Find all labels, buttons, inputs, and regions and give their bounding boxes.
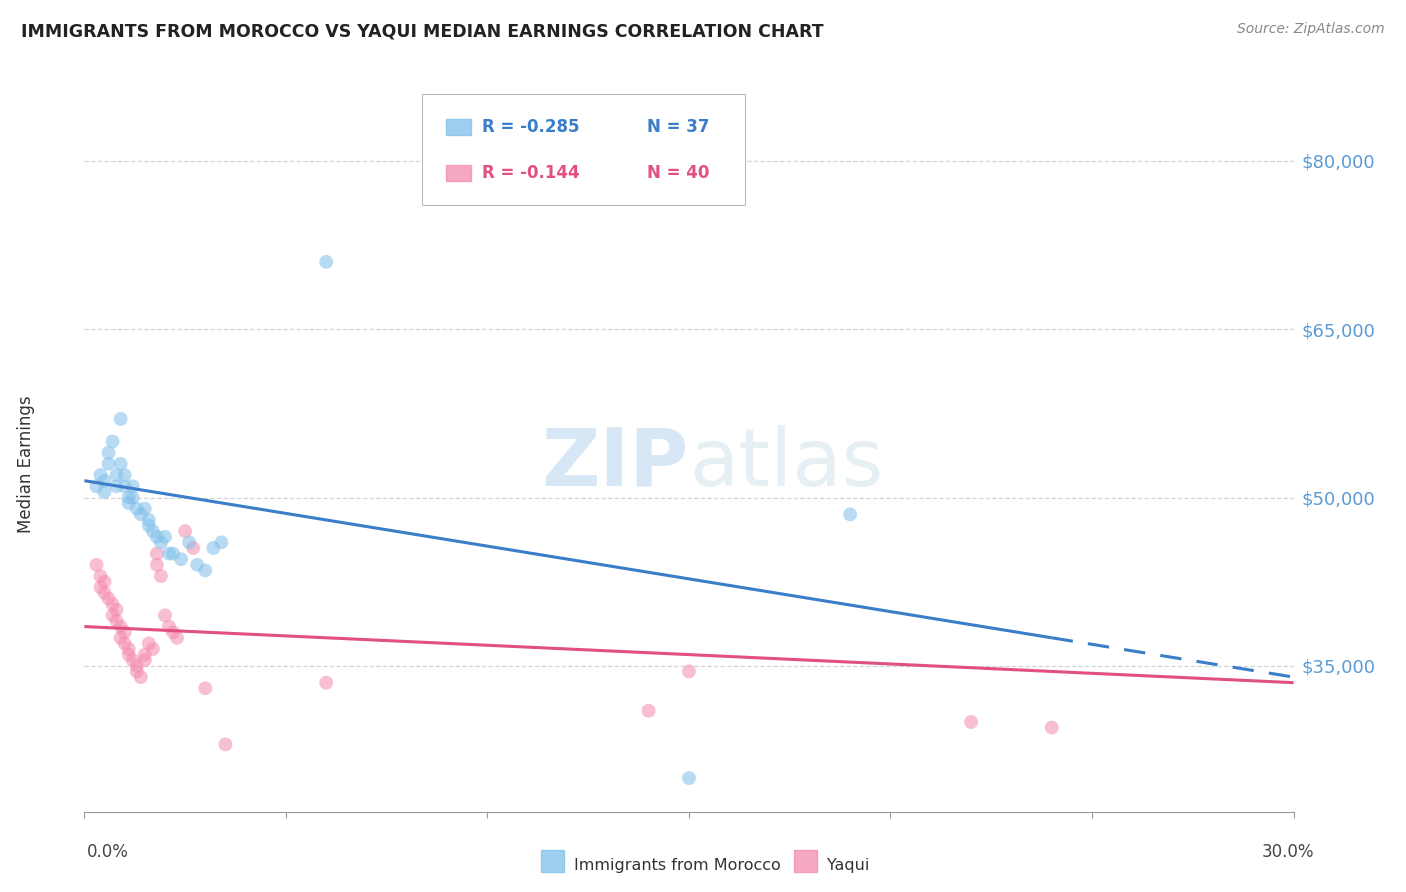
Text: Median Earnings: Median Earnings bbox=[17, 395, 35, 533]
Point bbox=[129, 670, 152, 684]
Text: N = 40: N = 40 bbox=[647, 164, 709, 182]
Point bbox=[93, 474, 115, 488]
Point bbox=[839, 508, 862, 522]
Text: IMMIGRANTS FROM MOROCCO VS YAQUI MEDIAN EARNINGS CORRELATION CHART: IMMIGRANTS FROM MOROCCO VS YAQUI MEDIAN … bbox=[21, 22, 824, 40]
Point bbox=[86, 479, 108, 493]
Point bbox=[960, 714, 983, 729]
Point bbox=[125, 665, 148, 679]
Point bbox=[174, 524, 197, 538]
Point bbox=[157, 547, 180, 561]
Point bbox=[101, 608, 124, 623]
Point bbox=[97, 591, 120, 606]
Point bbox=[101, 434, 124, 449]
Point bbox=[105, 479, 128, 493]
Text: atlas: atlas bbox=[689, 425, 883, 503]
Point bbox=[146, 558, 169, 572]
Point bbox=[93, 574, 115, 589]
Point bbox=[110, 412, 132, 426]
Point bbox=[114, 468, 136, 483]
Point bbox=[209, 535, 232, 549]
Point bbox=[89, 468, 111, 483]
Point bbox=[170, 552, 193, 566]
Text: Yaqui: Yaqui bbox=[827, 858, 869, 872]
Point bbox=[86, 558, 108, 572]
Point bbox=[118, 491, 141, 505]
Point bbox=[97, 457, 120, 471]
Point bbox=[194, 681, 217, 696]
Point bbox=[105, 468, 128, 483]
Point bbox=[146, 547, 169, 561]
Point bbox=[121, 491, 143, 505]
Text: 30.0%: 30.0% bbox=[1263, 843, 1315, 861]
Point bbox=[129, 508, 152, 522]
Point bbox=[138, 636, 160, 650]
Point bbox=[114, 636, 136, 650]
Point bbox=[134, 653, 156, 667]
Point bbox=[186, 558, 208, 572]
Point bbox=[105, 603, 128, 617]
Point bbox=[105, 614, 128, 628]
Point bbox=[89, 580, 111, 594]
Point bbox=[142, 642, 165, 657]
Point bbox=[153, 530, 176, 544]
Point bbox=[118, 642, 141, 657]
Point bbox=[114, 625, 136, 640]
Point bbox=[110, 457, 132, 471]
Point bbox=[202, 541, 225, 555]
Point bbox=[194, 564, 217, 578]
Point bbox=[678, 771, 700, 785]
Point bbox=[315, 255, 337, 269]
Point bbox=[162, 625, 184, 640]
Point bbox=[134, 501, 156, 516]
Point bbox=[1040, 721, 1063, 735]
Point bbox=[121, 653, 143, 667]
Point bbox=[181, 541, 204, 555]
Point bbox=[637, 704, 659, 718]
Point bbox=[149, 535, 172, 549]
Point bbox=[153, 608, 176, 623]
Point bbox=[114, 479, 136, 493]
Point bbox=[93, 484, 115, 499]
Point bbox=[118, 648, 141, 662]
Point bbox=[89, 569, 111, 583]
Point bbox=[166, 631, 188, 645]
Point bbox=[678, 665, 700, 679]
Point bbox=[93, 586, 115, 600]
Point bbox=[121, 479, 143, 493]
Text: Source: ZipAtlas.com: Source: ZipAtlas.com bbox=[1237, 22, 1385, 37]
Text: Immigrants from Morocco: Immigrants from Morocco bbox=[574, 858, 780, 872]
Point bbox=[125, 501, 148, 516]
Point bbox=[179, 535, 201, 549]
Point bbox=[118, 496, 141, 510]
Point bbox=[214, 738, 236, 752]
Point bbox=[134, 648, 156, 662]
Point bbox=[157, 619, 180, 633]
Text: 0.0%: 0.0% bbox=[87, 843, 129, 861]
Point bbox=[142, 524, 165, 538]
Point bbox=[315, 675, 337, 690]
Point bbox=[125, 658, 148, 673]
Point bbox=[110, 631, 132, 645]
Point bbox=[138, 518, 160, 533]
Point bbox=[101, 597, 124, 611]
Text: R = -0.144: R = -0.144 bbox=[482, 164, 579, 182]
Text: N = 37: N = 37 bbox=[647, 118, 709, 136]
Point bbox=[162, 547, 184, 561]
Text: R = -0.285: R = -0.285 bbox=[482, 118, 579, 136]
Point bbox=[138, 513, 160, 527]
Point bbox=[149, 569, 172, 583]
Point bbox=[110, 619, 132, 633]
Text: ZIP: ZIP bbox=[541, 425, 689, 503]
Point bbox=[97, 445, 120, 459]
Point bbox=[146, 530, 169, 544]
